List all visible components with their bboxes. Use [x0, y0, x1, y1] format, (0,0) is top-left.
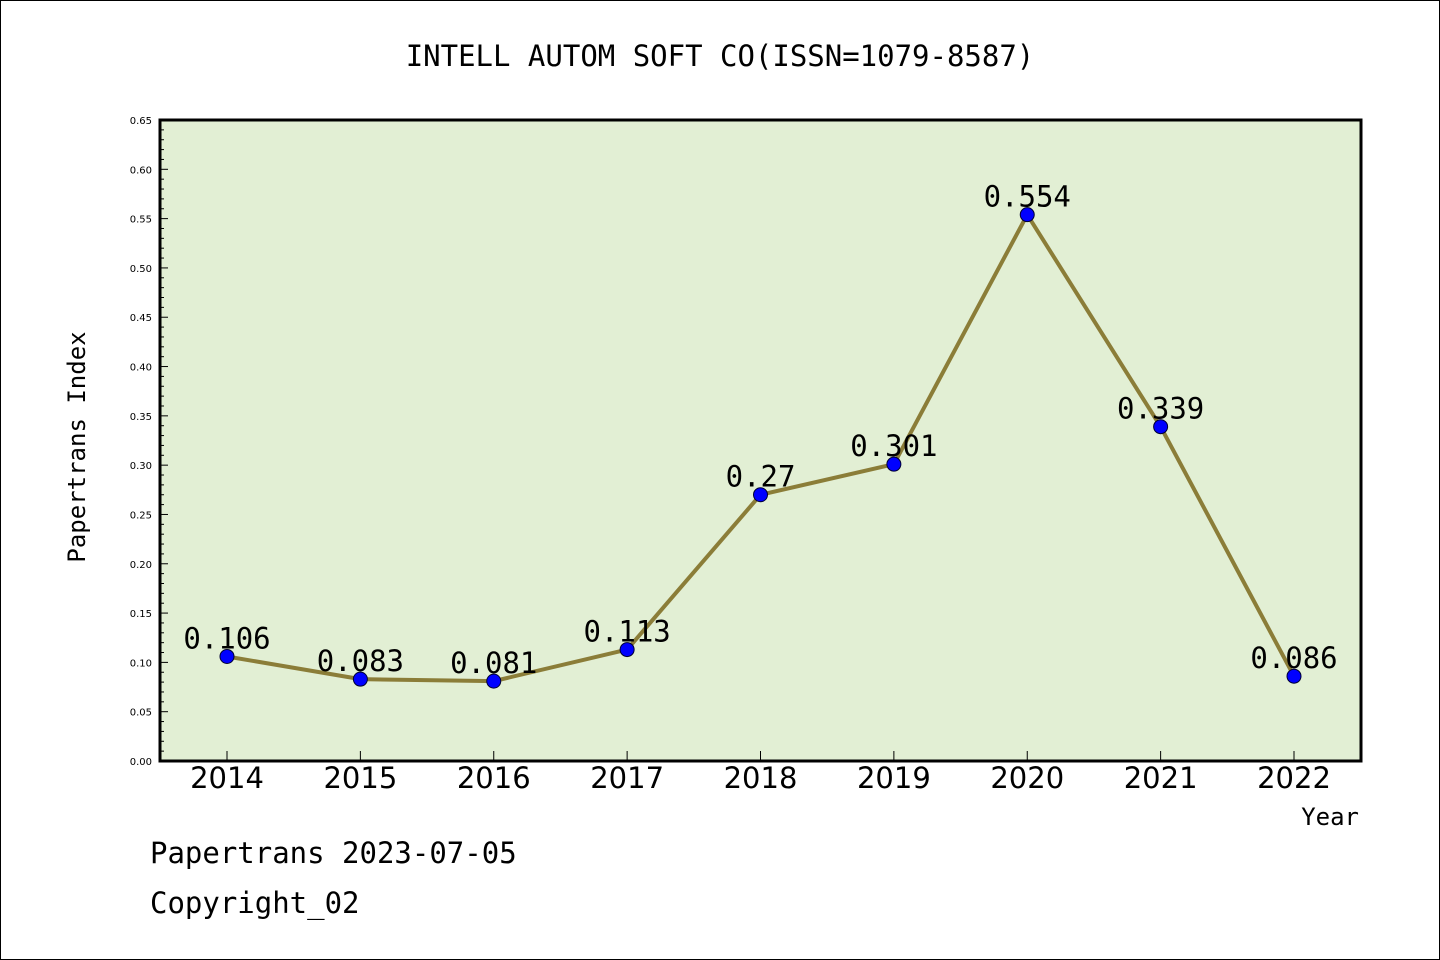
x-tick-label: 2017: [590, 761, 664, 795]
data-point: [1286, 668, 1302, 684]
y-tick-label: 0.25: [130, 510, 152, 521]
data-points: [219, 207, 1302, 689]
x-axis: 2014 2015 2016 2017 2018 2019 2020 2021 2022: [190, 751, 1331, 795]
y-tick-label: 0.50: [130, 264, 152, 275]
y-tick-label: 0.10: [130, 658, 152, 669]
x-tick-label: 2014: [190, 761, 264, 795]
y-tick-label: 0.15: [130, 609, 152, 620]
x-tick-label: 2022: [1257, 761, 1331, 795]
footer-copyright: Copyright_02: [150, 886, 360, 920]
y-tick-label: 0.00: [130, 757, 152, 768]
y-tick-label: 0.05: [130, 708, 152, 719]
x-tick-label: 2015: [323, 761, 397, 795]
y-tick-label: 0.20: [130, 560, 152, 571]
data-label: 0.081: [450, 646, 537, 680]
y-tick-label: 0.45: [130, 313, 152, 324]
y-tick-label: 0.30: [130, 461, 152, 472]
data-label: 0.083: [317, 644, 404, 678]
data-point: [1019, 207, 1035, 223]
data-point: [619, 642, 635, 658]
data-point: [352, 671, 368, 687]
data-point: [1153, 419, 1169, 435]
y-tick-label: 0.40: [130, 363, 152, 374]
data-label: 0.106: [183, 621, 270, 655]
data-label: 0.339: [1117, 392, 1204, 426]
x-axis-label: Year: [1301, 803, 1359, 831]
x-tick-label: 2016: [457, 761, 531, 795]
y-axis-label: Papertrans Index: [63, 331, 91, 562]
y-tick-label: 0.60: [130, 165, 152, 176]
data-label: 0.301: [850, 429, 937, 463]
data-point: [219, 648, 235, 664]
y-tick-label: 0.65: [130, 116, 152, 127]
data-label: 0.086: [1250, 641, 1337, 675]
x-tick-label: 2019: [857, 761, 931, 795]
x-tick-label: 2020: [990, 761, 1064, 795]
x-tick-label: 2018: [724, 761, 798, 795]
y-axis: 0.00 0.05 0.10 0.15 0.20 0.25 0.30 0.35 0.40 0.45…: [130, 116, 168, 768]
data-label: 0.113: [583, 615, 670, 649]
data-point: [753, 487, 768, 503]
y-tick-label: 0.55: [130, 215, 152, 226]
y-tick-label: 0.35: [130, 412, 152, 423]
chart-title: INTELL AUTOM SOFT CO(ISSN=1079-8587): [406, 39, 1035, 73]
x-tick-label: 2021: [1124, 761, 1198, 795]
plot-area: [158, 118, 1363, 763]
data-point: [486, 673, 502, 689]
footer-date: Papertrans 2023-07-05: [150, 836, 517, 870]
data-point: [886, 456, 902, 472]
data-label: 0.27: [726, 460, 796, 494]
data-labels: 0.106 0.083 0.081 0.113 0.27 0.301 0.554 0.339 0…: [183, 180, 1337, 680]
data-label: 0.554: [984, 180, 1071, 214]
